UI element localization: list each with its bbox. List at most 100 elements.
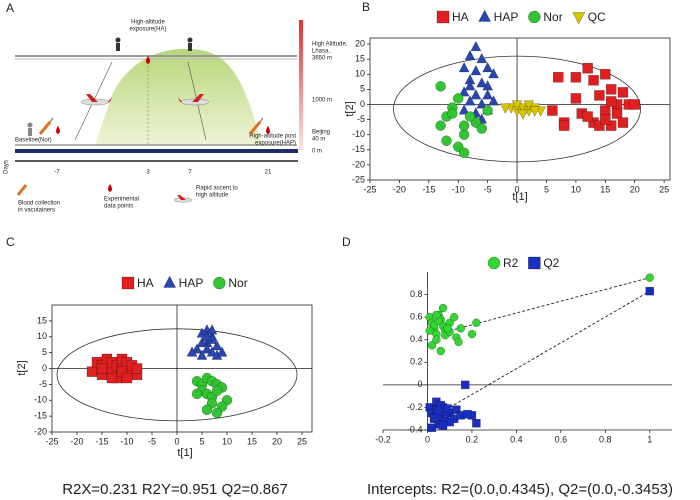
- data-point: [186, 346, 198, 357]
- data-point: [558, 120, 570, 131]
- data-point: [211, 407, 223, 419]
- x-tick-label: 10: [571, 184, 581, 194]
- data-point: [201, 343, 213, 354]
- data-point: [121, 372, 133, 384]
- data-point: [435, 81, 446, 92]
- data-point: [600, 105, 611, 116]
- fit-line: [449, 277, 650, 332]
- data-point: [600, 69, 611, 80]
- data-point: [645, 273, 655, 282]
- data-point: [96, 363, 108, 374]
- plot-frame: [369, 37, 671, 181]
- altitude-bar: [299, 20, 303, 150]
- data-point: [467, 329, 477, 339]
- data-point: [216, 346, 228, 357]
- data-point: [449, 312, 459, 322]
- y-tick-label: 0: [360, 99, 365, 109]
- airplane-icon: [80, 94, 112, 106]
- legend-label: HA: [452, 10, 469, 24]
- data-point: [482, 61, 494, 73]
- data-point: [476, 52, 488, 64]
- y-tick-label: 15: [355, 54, 365, 64]
- data-point: [482, 80, 494, 91]
- caption: Intercepts: R2=(0.0,0.4345), Q2=(0.0,-0.…: [367, 481, 673, 498]
- y-tick-label: -10: [352, 129, 365, 139]
- y-tick-label: 0.8: [410, 289, 423, 299]
- day-label: 7: [188, 170, 192, 176]
- data-point: [206, 346, 218, 357]
- data-point: [594, 90, 605, 101]
- data-point: [429, 413, 439, 422]
- mountain: [95, 48, 262, 145]
- data-point: [482, 89, 494, 100]
- x-tick-label: 0.6: [555, 434, 568, 444]
- data-point: [517, 109, 529, 120]
- annotation: High-altitude: [131, 20, 165, 26]
- data-point: [582, 62, 593, 74]
- data-point: [464, 49, 476, 61]
- data-point: [511, 100, 523, 111]
- x-tick-label: 0.4: [510, 434, 523, 444]
- altitude-label: 3650 m: [312, 56, 332, 62]
- x-tick-label: 20: [630, 184, 640, 194]
- legend-text: Blood collection: [18, 201, 60, 207]
- x-tick-label: 15: [600, 184, 610, 194]
- y-axis-label: t[2]: [16, 360, 28, 375]
- data-point: [617, 117, 629, 128]
- y-tick-label: 5: [42, 347, 47, 357]
- x-tick-label: -25: [45, 436, 58, 446]
- x-tick-label: -20: [393, 184, 406, 194]
- data-point: [432, 310, 441, 320]
- altitude-label: Beijing: [312, 130, 330, 136]
- data-point: [588, 75, 599, 86]
- data-point: [600, 114, 611, 125]
- y-tick-label: -15: [34, 411, 47, 421]
- data-point: [211, 339, 223, 351]
- data-point: [488, 95, 499, 106]
- data-point: [443, 404, 452, 413]
- x-tick-label: 0.2: [466, 434, 479, 444]
- data-point: [594, 120, 605, 131]
- y-tick-label: 0.4: [410, 334, 423, 344]
- data-point: [452, 405, 461, 414]
- data-point: [488, 67, 499, 79]
- x-tick-label: 10: [222, 436, 232, 446]
- data-point: [472, 418, 481, 428]
- person-icon: [27, 122, 33, 136]
- data-point: [464, 111, 476, 122]
- data-point: [458, 147, 470, 159]
- data-point: [547, 105, 558, 116]
- altitude-label: 40 m: [312, 137, 325, 143]
- data-point: [434, 406, 443, 416]
- data-point: [605, 96, 617, 107]
- x-tick-label: -15: [95, 436, 108, 446]
- data-point: [106, 372, 118, 384]
- y-tick-label: -0.4: [407, 424, 423, 434]
- data-point: [605, 84, 617, 95]
- timeline-bar: [15, 149, 298, 153]
- legend-text: high altitude: [196, 193, 229, 199]
- legend-label: Nor: [543, 10, 562, 24]
- x-tick-label: 15: [247, 436, 257, 446]
- data-point: [435, 120, 446, 131]
- person-icon: [115, 37, 121, 51]
- legend-text: Experimental: [104, 197, 139, 203]
- y-tick-label: -5: [357, 114, 365, 124]
- y-tick-label: -15: [352, 144, 365, 154]
- data-point: [196, 336, 208, 348]
- altitude-label: Lhasa,: [312, 49, 330, 55]
- data-point: [191, 388, 203, 400]
- panel-a: A High-altitude exposure(HA) Baseline(No…: [4, 1, 348, 213]
- day-label: -7: [54, 170, 60, 176]
- legend-marker: [121, 276, 135, 290]
- data-point: [470, 64, 482, 76]
- x-tick-label: -5: [484, 184, 492, 194]
- x-tick-label: 5: [199, 436, 204, 446]
- data-point: [476, 123, 488, 134]
- data-point: [427, 423, 437, 432]
- data-point: [447, 108, 458, 119]
- legend-marker: [487, 256, 501, 270]
- caption: R2X=0.231 R2Y=0.951 Q2=0.867: [62, 481, 288, 498]
- annotation: High-altitude post: [249, 134, 296, 140]
